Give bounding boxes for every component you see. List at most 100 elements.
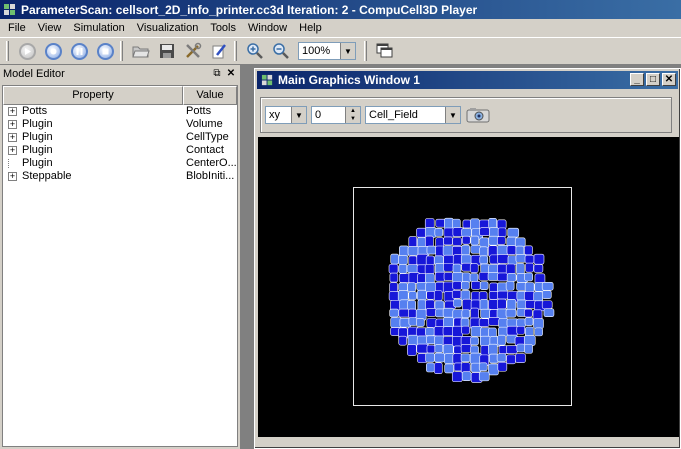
lattice-border (353, 187, 572, 406)
zoom-out-button[interactable] (270, 40, 292, 62)
stop-button[interactable] (94, 40, 116, 62)
cell (398, 335, 408, 346)
spin-down-icon[interactable]: ▼ (345, 115, 360, 123)
cell (398, 264, 408, 274)
cell (452, 263, 462, 274)
menu-view[interactable]: View (37, 22, 62, 34)
compucell-logo-icon (261, 74, 273, 85)
cell (426, 362, 435, 373)
cell (516, 325, 526, 335)
tools-button[interactable] (182, 40, 204, 62)
open-button[interactable] (130, 40, 152, 62)
plane-select[interactable]: xy ▼ (265, 106, 307, 124)
property-name: Potts (22, 105, 48, 117)
toolbar-grip[interactable] (364, 41, 367, 61)
cell (524, 254, 535, 264)
cell (470, 235, 480, 246)
toolbar-grip[interactable] (120, 41, 123, 61)
cell (497, 361, 508, 372)
cell (516, 343, 526, 353)
graphics-canvas[interactable] (258, 137, 679, 437)
cell (524, 317, 534, 326)
spin-up-icon[interactable]: ▲ (345, 107, 360, 115)
expand-plus-icon[interactable]: + (8, 119, 17, 129)
cell (443, 262, 454, 272)
menu-file[interactable]: File (8, 22, 26, 34)
folder-open-icon (132, 46, 150, 58)
chevron-down-icon[interactable]: ▼ (291, 107, 306, 123)
cell (426, 344, 436, 354)
model-editor-header: Model Editor ⧉ ✕ (0, 65, 240, 83)
tree-row[interactable]: + Steppable BlobIniti... (3, 170, 237, 183)
close-icon[interactable]: ✕ (662, 73, 676, 86)
cell (515, 254, 527, 263)
chevron-down-icon[interactable]: ▼ (445, 107, 460, 123)
cell (426, 318, 438, 328)
tree-row[interactable]: + Plugin Contact (3, 144, 237, 157)
chevron-down-icon[interactable]: ▼ (340, 43, 355, 59)
cell (469, 273, 479, 282)
graphics-toolbar: xy ▼ 0 ▲ ▼ Cell_Field ▼ (260, 97, 672, 133)
cell (533, 318, 544, 329)
step-button[interactable] (16, 40, 38, 62)
cell (496, 245, 509, 256)
expand-plus-icon[interactable]: + (8, 171, 17, 181)
cell (478, 371, 490, 382)
value-column-header[interactable]: Value (183, 86, 237, 105)
new-window-button[interactable] (374, 40, 396, 62)
cell (417, 289, 427, 301)
pause-icon (70, 42, 88, 60)
zoom-level-select[interactable]: 100% ▼ (298, 42, 356, 60)
stop-icon (96, 42, 114, 60)
zoom-level-value: 100% (302, 45, 331, 57)
cell (470, 218, 480, 231)
zoom-out-icon (273, 43, 289, 59)
cell (433, 326, 445, 337)
model-editor-tree: Property Value + Potts Potts + Plugin Volu… (2, 85, 238, 447)
tree-row[interactable]: Plugin CenterO... (3, 157, 237, 170)
toolbar-grip[interactable] (234, 41, 237, 61)
cell (524, 344, 533, 354)
slice-spinbox[interactable]: 0 ▲ ▼ (311, 106, 361, 124)
cell (516, 318, 527, 328)
close-dock-icon[interactable]: ✕ (226, 68, 236, 79)
expand-plus-icon[interactable]: + (8, 145, 17, 155)
screenshot-button[interactable] (465, 104, 491, 126)
cell (452, 237, 462, 246)
cell (515, 353, 526, 363)
app-title-bar: ParameterScan: cellsort_2D_info_printer.… (0, 0, 681, 19)
graphics-window-title-bar[interactable]: Main Graphics Window 1 _ □ ✕ (257, 71, 678, 89)
cell (506, 345, 518, 354)
cell (524, 245, 533, 256)
expand-plus-icon[interactable]: + (8, 106, 17, 116)
menu-help[interactable]: Help (299, 22, 322, 34)
tree-row[interactable]: + Potts Potts (3, 105, 237, 118)
menu-visualization[interactable]: Visualization (136, 22, 199, 34)
menu-simulation[interactable]: Simulation (73, 22, 125, 34)
tree-row[interactable]: + Plugin Volume (3, 118, 237, 131)
cell (443, 316, 454, 328)
cell (408, 308, 417, 319)
expand-plus-icon[interactable]: + (8, 132, 17, 142)
cell (453, 345, 463, 355)
save-button[interactable] (156, 40, 178, 62)
menu-tools[interactable]: Tools (210, 22, 236, 34)
cell (480, 263, 490, 274)
property-column-header[interactable]: Property (3, 86, 183, 105)
edit-button[interactable] (208, 40, 230, 62)
cell (461, 281, 470, 290)
tree-row[interactable]: + Plugin CellType (3, 131, 237, 144)
toolbar-grip[interactable] (6, 41, 9, 61)
pause-button[interactable] (68, 40, 90, 62)
field-select[interactable]: Cell_Field ▼ (365, 106, 461, 124)
cell (497, 334, 506, 346)
run-button[interactable] (42, 40, 64, 62)
float-dock-icon[interactable]: ⧉ (213, 68, 221, 79)
zoom-in-button[interactable] (244, 40, 266, 62)
cell (424, 218, 435, 229)
menu-window[interactable]: Window (248, 22, 288, 34)
cell (444, 363, 454, 374)
field-value: Cell_Field (369, 109, 418, 121)
maximize-icon[interactable]: □ (646, 73, 660, 86)
minimize-icon[interactable]: _ (630, 73, 644, 86)
